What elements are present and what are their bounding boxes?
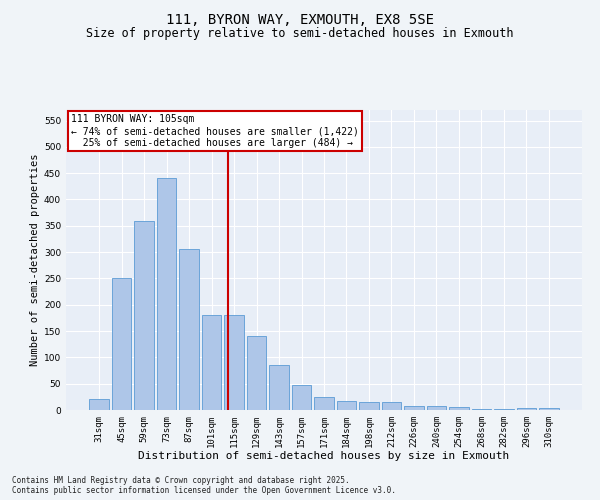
Text: Size of property relative to semi-detached houses in Exmouth: Size of property relative to semi-detach…: [86, 28, 514, 40]
Text: 111, BYRON WAY, EXMOUTH, EX8 5SE: 111, BYRON WAY, EXMOUTH, EX8 5SE: [166, 12, 434, 26]
Bar: [359, 402, 379, 410]
Bar: [247, 336, 266, 410]
Bar: [337, 400, 356, 410]
Bar: [404, 406, 424, 410]
Bar: [202, 316, 221, 410]
Bar: [517, 408, 536, 410]
Text: 111 BYRON WAY: 105sqm
← 74% of semi-detached houses are smaller (1,422)
  25% of: 111 BYRON WAY: 105sqm ← 74% of semi-deta…: [71, 114, 359, 148]
Bar: [382, 402, 401, 410]
Bar: [269, 366, 289, 410]
Text: Contains HM Land Registry data © Crown copyright and database right 2025.
Contai: Contains HM Land Registry data © Crown c…: [12, 476, 396, 495]
Bar: [539, 408, 559, 410]
Bar: [157, 178, 176, 410]
Bar: [112, 278, 131, 410]
Bar: [449, 408, 469, 410]
Bar: [472, 409, 491, 410]
Bar: [179, 250, 199, 410]
Y-axis label: Number of semi-detached properties: Number of semi-detached properties: [30, 154, 40, 366]
Bar: [134, 220, 154, 410]
Bar: [314, 397, 334, 410]
Bar: [224, 316, 244, 410]
Bar: [292, 384, 311, 410]
X-axis label: Distribution of semi-detached houses by size in Exmouth: Distribution of semi-detached houses by …: [139, 452, 509, 462]
Bar: [427, 406, 446, 410]
Bar: [89, 400, 109, 410]
